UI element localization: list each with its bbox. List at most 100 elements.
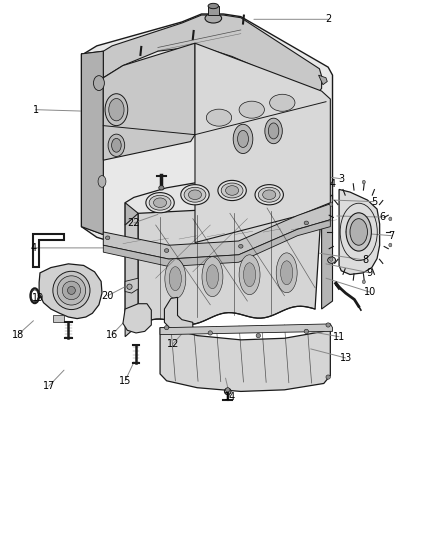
Ellipse shape	[244, 263, 256, 287]
Ellipse shape	[105, 94, 128, 126]
Ellipse shape	[206, 109, 232, 126]
Text: 18: 18	[12, 329, 24, 340]
Polygon shape	[125, 213, 138, 337]
Ellipse shape	[205, 13, 222, 23]
Ellipse shape	[270, 94, 295, 111]
Polygon shape	[103, 220, 330, 266]
Ellipse shape	[389, 217, 392, 221]
Ellipse shape	[165, 259, 186, 298]
Ellipse shape	[127, 284, 132, 289]
Polygon shape	[103, 204, 330, 259]
Ellipse shape	[326, 323, 330, 327]
Ellipse shape	[362, 180, 365, 184]
Ellipse shape	[181, 184, 209, 205]
Ellipse shape	[265, 118, 283, 144]
Ellipse shape	[218, 180, 246, 200]
Ellipse shape	[169, 266, 181, 290]
Text: 3: 3	[338, 174, 344, 184]
Ellipse shape	[153, 198, 166, 207]
Ellipse shape	[389, 243, 392, 247]
Polygon shape	[125, 181, 321, 225]
Ellipse shape	[62, 281, 81, 300]
Ellipse shape	[233, 124, 253, 154]
Polygon shape	[39, 264, 102, 319]
Ellipse shape	[239, 101, 265, 118]
Text: 1: 1	[32, 104, 39, 115]
Ellipse shape	[237, 131, 248, 148]
Text: 17: 17	[42, 381, 55, 391]
Polygon shape	[125, 203, 138, 330]
Ellipse shape	[159, 185, 164, 190]
Ellipse shape	[255, 184, 283, 205]
Text: 16: 16	[106, 329, 118, 340]
Ellipse shape	[149, 195, 171, 210]
Polygon shape	[321, 195, 332, 309]
Text: 12: 12	[167, 338, 179, 349]
Text: 5: 5	[371, 197, 377, 207]
Text: 2: 2	[325, 14, 331, 25]
Ellipse shape	[188, 190, 201, 199]
Polygon shape	[53, 316, 64, 322]
Polygon shape	[318, 75, 327, 85]
Text: 19: 19	[32, 293, 44, 303]
Ellipse shape	[276, 253, 297, 293]
Ellipse shape	[108, 134, 125, 157]
Polygon shape	[81, 14, 332, 248]
Ellipse shape	[258, 187, 280, 202]
Text: 15: 15	[119, 376, 131, 386]
Ellipse shape	[164, 249, 169, 253]
Ellipse shape	[109, 99, 124, 121]
Polygon shape	[81, 51, 103, 235]
Ellipse shape	[330, 257, 333, 261]
Text: 13: 13	[339, 353, 352, 363]
Text: 10: 10	[364, 287, 376, 297]
Ellipse shape	[93, 76, 104, 91]
Ellipse shape	[304, 221, 308, 225]
Ellipse shape	[268, 123, 279, 139]
Ellipse shape	[281, 261, 293, 285]
Text: 22: 22	[127, 218, 140, 228]
Ellipse shape	[146, 192, 174, 213]
Ellipse shape	[208, 3, 219, 9]
Polygon shape	[125, 278, 138, 293]
Ellipse shape	[328, 257, 336, 263]
Ellipse shape	[362, 280, 365, 284]
Ellipse shape	[304, 329, 308, 334]
Ellipse shape	[256, 334, 261, 338]
Polygon shape	[103, 43, 195, 160]
Text: 4: 4	[329, 179, 336, 189]
Text: 8: 8	[362, 255, 368, 265]
Ellipse shape	[326, 375, 330, 379]
Ellipse shape	[98, 175, 106, 187]
Text: 9: 9	[367, 268, 373, 278]
Polygon shape	[81, 51, 103, 235]
Ellipse shape	[350, 219, 367, 245]
Text: 7: 7	[389, 231, 395, 241]
Text: 14: 14	[224, 392, 236, 402]
Polygon shape	[160, 324, 332, 335]
Ellipse shape	[206, 265, 219, 289]
Text: 4: 4	[30, 243, 36, 253]
Ellipse shape	[106, 236, 110, 240]
Text: 11: 11	[333, 332, 345, 342]
Polygon shape	[138, 204, 321, 325]
Ellipse shape	[67, 286, 75, 294]
Ellipse shape	[226, 387, 230, 392]
Ellipse shape	[221, 183, 243, 198]
Ellipse shape	[164, 326, 169, 330]
Ellipse shape	[263, 190, 276, 199]
Polygon shape	[195, 43, 330, 243]
Polygon shape	[208, 6, 219, 15]
Ellipse shape	[224, 388, 231, 394]
Ellipse shape	[184, 187, 206, 202]
Ellipse shape	[202, 257, 223, 297]
Ellipse shape	[330, 203, 333, 206]
Ellipse shape	[53, 271, 90, 310]
Ellipse shape	[239, 255, 260, 295]
Ellipse shape	[57, 276, 85, 305]
Ellipse shape	[226, 185, 239, 195]
Ellipse shape	[208, 331, 212, 335]
Ellipse shape	[346, 213, 371, 251]
Polygon shape	[164, 297, 193, 333]
Polygon shape	[103, 15, 321, 94]
